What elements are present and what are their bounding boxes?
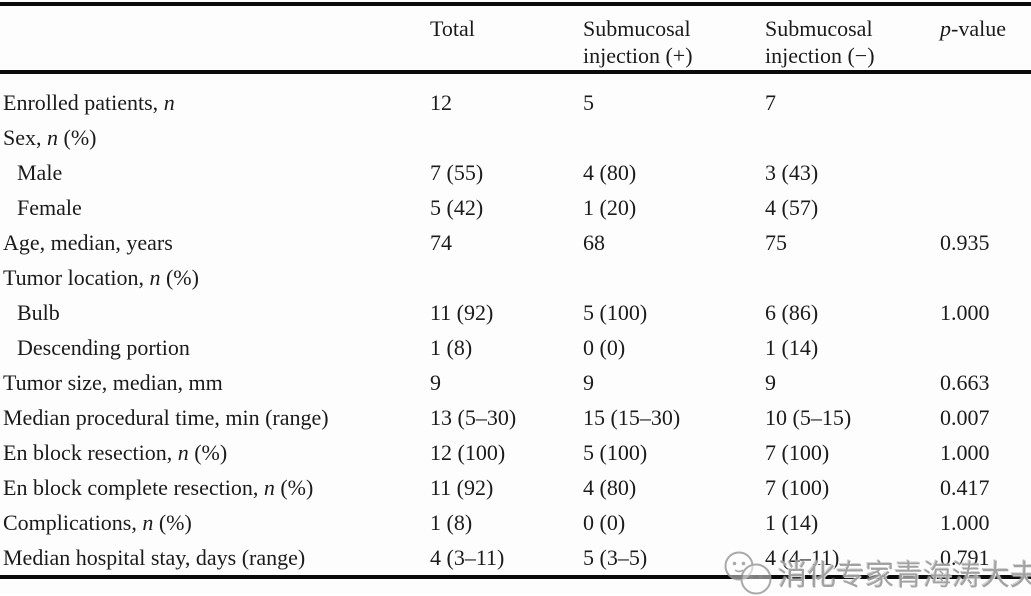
row-label: Median procedural time, min (range): [3, 405, 329, 430]
cell-total: 12: [430, 90, 452, 115]
table-row: Female 5 (42) 1 (20) 4 (57): [0, 190, 1031, 225]
cell-p-value: [940, 85, 1031, 120]
cell-p-value: 0.007: [940, 405, 990, 430]
cell-submucosal-minus: 3 (43): [765, 160, 819, 185]
cell-p-value: 0.663: [940, 370, 990, 395]
cell-submucosal-plus: 4 (80): [583, 160, 637, 185]
cell-submucosal-plus: [583, 120, 765, 155]
column-header-p-value: p-value: [940, 15, 1031, 70]
row-label: Age, median, years: [3, 230, 173, 255]
cell-p-value: [940, 190, 1031, 225]
cell-submucosal-minus: 9: [765, 370, 776, 395]
table-row: En block complete resection, n (%) 11 (9…: [0, 470, 1031, 505]
cell-submucosal-plus: 5 (3–5): [583, 545, 648, 570]
table-header-rule: [0, 70, 1031, 74]
cell-total: [430, 120, 583, 155]
cell-submucosal-plus: 5 (100): [583, 440, 648, 465]
cell-submucosal-minus: 4 (57): [765, 195, 819, 220]
cell-submucosal-minus: 7 (100): [765, 440, 830, 465]
table-row: Age, median, years 74 68 75 0.935: [0, 225, 1031, 260]
table-top-rule: [0, 2, 1031, 6]
cell-submucosal-plus: 15 (15–30): [583, 405, 681, 430]
row-label: En block resection, n (%): [3, 440, 228, 465]
cell-total: 13 (5–30): [430, 405, 517, 430]
cell-p-value: 0.935: [940, 230, 990, 255]
cell-submucosal-minus: 75: [765, 230, 787, 255]
cell-total: 11 (92): [430, 300, 494, 325]
cell-p-value: 0.791: [940, 545, 990, 570]
cell-submucosal-plus: 0 (0): [583, 510, 626, 535]
p-value-italic-p: p: [940, 16, 951, 41]
table-row: Enrolled patients, n 12 5 7: [0, 85, 1031, 120]
table-row: Sex, n (%): [0, 120, 1031, 155]
cell-p-value: 1.000: [940, 300, 990, 325]
cell-submucosal-plus: 5 (100): [583, 300, 648, 325]
cell-total: 1 (8): [430, 510, 473, 535]
cell-submucosal-minus: [765, 120, 940, 155]
cell-submucosal-minus: 1 (14): [765, 510, 819, 535]
column-header-total: Total: [430, 16, 475, 41]
row-label: Enrolled patients, n: [3, 90, 175, 115]
table-header-row: Total Submucosal injection (+) Submucosa…: [0, 6, 1031, 70]
cell-submucosal-plus: 5: [583, 90, 594, 115]
row-label: Tumor size, median, mm: [3, 370, 223, 395]
column-header-submucosal-plus: Submucosal injection (+): [583, 16, 693, 68]
cell-submucosal-plus: 4 (80): [583, 475, 637, 500]
row-label: Sex, n (%): [3, 125, 97, 150]
row-label: Male: [17, 160, 63, 185]
table-row: Descending portion 1 (8) 0 (0) 1 (14): [0, 330, 1031, 365]
cell-total: 4 (3–11): [430, 545, 505, 570]
cell-submucosal-plus: 68: [583, 230, 605, 255]
table-row: Bulb 11 (92) 5 (100) 6 (86) 1.000: [0, 295, 1031, 330]
column-header-spacer: [0, 15, 430, 70]
table-bottom-rule: [0, 575, 1031, 579]
row-label: Median hospital stay, days (range): [3, 545, 306, 570]
cell-total: 74: [430, 230, 452, 255]
row-label: Descending portion: [17, 335, 190, 360]
cell-submucosal-minus: 1 (14): [765, 335, 819, 360]
cell-total: 11 (92): [430, 475, 494, 500]
cell-submucosal-plus: [583, 260, 765, 295]
cell-p-value: [940, 260, 1031, 295]
cell-total: 5 (42): [430, 195, 484, 220]
cell-p-value: 0.417: [940, 475, 990, 500]
column-header-submucosal-minus: Submucosal injection (−): [765, 16, 875, 68]
table-row: En block resection, n (%) 12 (100) 5 (10…: [0, 435, 1031, 470]
table-row: Median hospital stay, days (range) 4 (3–…: [0, 540, 1031, 575]
table-row: Male 7 (55) 4 (80) 3 (43): [0, 155, 1031, 190]
row-label: Female: [17, 195, 82, 220]
cell-p-value: 1.000: [940, 440, 990, 465]
cell-submucosal-plus: 0 (0): [583, 335, 626, 360]
cell-submucosal-minus: 4 (4–11): [765, 545, 840, 570]
cell-submucosal-plus: 1 (20): [583, 195, 637, 220]
row-label: Tumor location, n (%): [3, 265, 199, 290]
cell-submucosal-minus: 7: [765, 90, 776, 115]
cell-submucosal-minus: 7 (100): [765, 475, 830, 500]
row-label: En block complete resection, n (%): [3, 475, 314, 500]
cell-submucosal-plus: 9: [583, 370, 594, 395]
cell-total: 7 (55): [430, 160, 484, 185]
table-row: Median procedural time, min (range) 13 (…: [0, 400, 1031, 435]
cell-p-value: [940, 330, 1031, 365]
cell-p-value: 1.000: [940, 510, 990, 535]
row-label: Complications, n (%): [3, 510, 192, 535]
cell-p-value: [940, 120, 1031, 155]
row-label: Bulb: [17, 300, 60, 325]
cell-total: 9: [430, 370, 441, 395]
cell-p-value: [940, 155, 1031, 190]
table-row: Tumor size, median, mm 9 9 9 0.663: [0, 365, 1031, 400]
cell-total: 12 (100): [430, 440, 506, 465]
p-value-rest: -value: [951, 16, 1006, 41]
cell-submucosal-minus: [765, 260, 940, 295]
cell-submucosal-minus: 6 (86): [765, 300, 819, 325]
cell-submucosal-minus: 10 (5–15): [765, 405, 852, 430]
table-row: Complications, n (%) 1 (8) 0 (0) 1 (14) …: [0, 505, 1031, 540]
table-row: Tumor location, n (%): [0, 260, 1031, 295]
table-body: Enrolled patients, n 12 5 7 Sex, n (%) M…: [0, 74, 1031, 575]
cell-total: 1 (8): [430, 335, 473, 360]
cell-total: [430, 260, 583, 295]
